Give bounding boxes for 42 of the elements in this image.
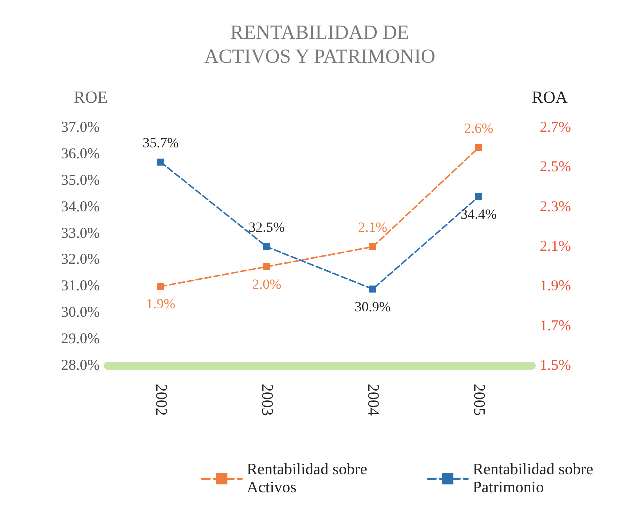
y-tick-label: 28.0% [61, 358, 100, 374]
y2-tick-label: 1.5% [540, 358, 572, 374]
chart-title: RENTABILIDAD DE ACTIVOS Y PATRIMONIO [204, 22, 436, 68]
data-label: 30.9% [354, 300, 392, 316]
x-tick-label: 2002 [152, 384, 170, 416]
data-label: 34.4% [460, 208, 498, 223]
y-tick-label: 37.0% [61, 120, 100, 136]
y-tick-label: 36.0% [61, 146, 100, 162]
point [370, 286, 376, 293]
data-label: 32.5% [248, 221, 286, 236]
y2-tick-label: 2.7% [540, 120, 572, 136]
y2-tick-label: 2.1% [540, 239, 572, 255]
legend-label: Rentabilidad sobre Activos [247, 462, 372, 496]
data-label: 2.0% [252, 278, 282, 293]
point [476, 193, 482, 200]
data-label: 2.1% [358, 221, 388, 236]
point [158, 283, 164, 290]
point [370, 244, 376, 250]
y-tick-label: 33.0% [61, 226, 100, 242]
point [264, 244, 270, 250]
y-tick-label: 30.0% [61, 305, 100, 322]
x-tick-label: 2003 [258, 384, 276, 416]
legend-label: Rentabilidad sobre Patrimonio [473, 462, 598, 496]
y-tick-label: 29.0% [61, 332, 100, 348]
y-tick-label: 32.0% [61, 252, 100, 268]
point [158, 158, 164, 166]
y2-tick-label: 2.3% [540, 199, 572, 216]
y-tick-label: 34.0% [61, 199, 100, 216]
y2-axis-title: ROA [532, 88, 569, 107]
data-label: 2.6% [464, 122, 494, 137]
data-label: 1.9% [146, 298, 176, 313]
y2-tick-label: 1.7% [540, 318, 572, 334]
x-tick-label: 2004 [364, 384, 382, 416]
x-tick-label: 2005 [470, 384, 488, 416]
y2-tick-label: 1.9% [540, 278, 572, 295]
point [264, 263, 270, 270]
y2-tick-label: 2.5% [540, 160, 572, 176]
point [476, 144, 482, 152]
y-axis-title: ROE [74, 88, 108, 107]
y-tick-label: 31.0% [61, 278, 100, 295]
y-tick-label: 35.0% [61, 172, 100, 189]
data-label: 35.7% [142, 136, 180, 152]
